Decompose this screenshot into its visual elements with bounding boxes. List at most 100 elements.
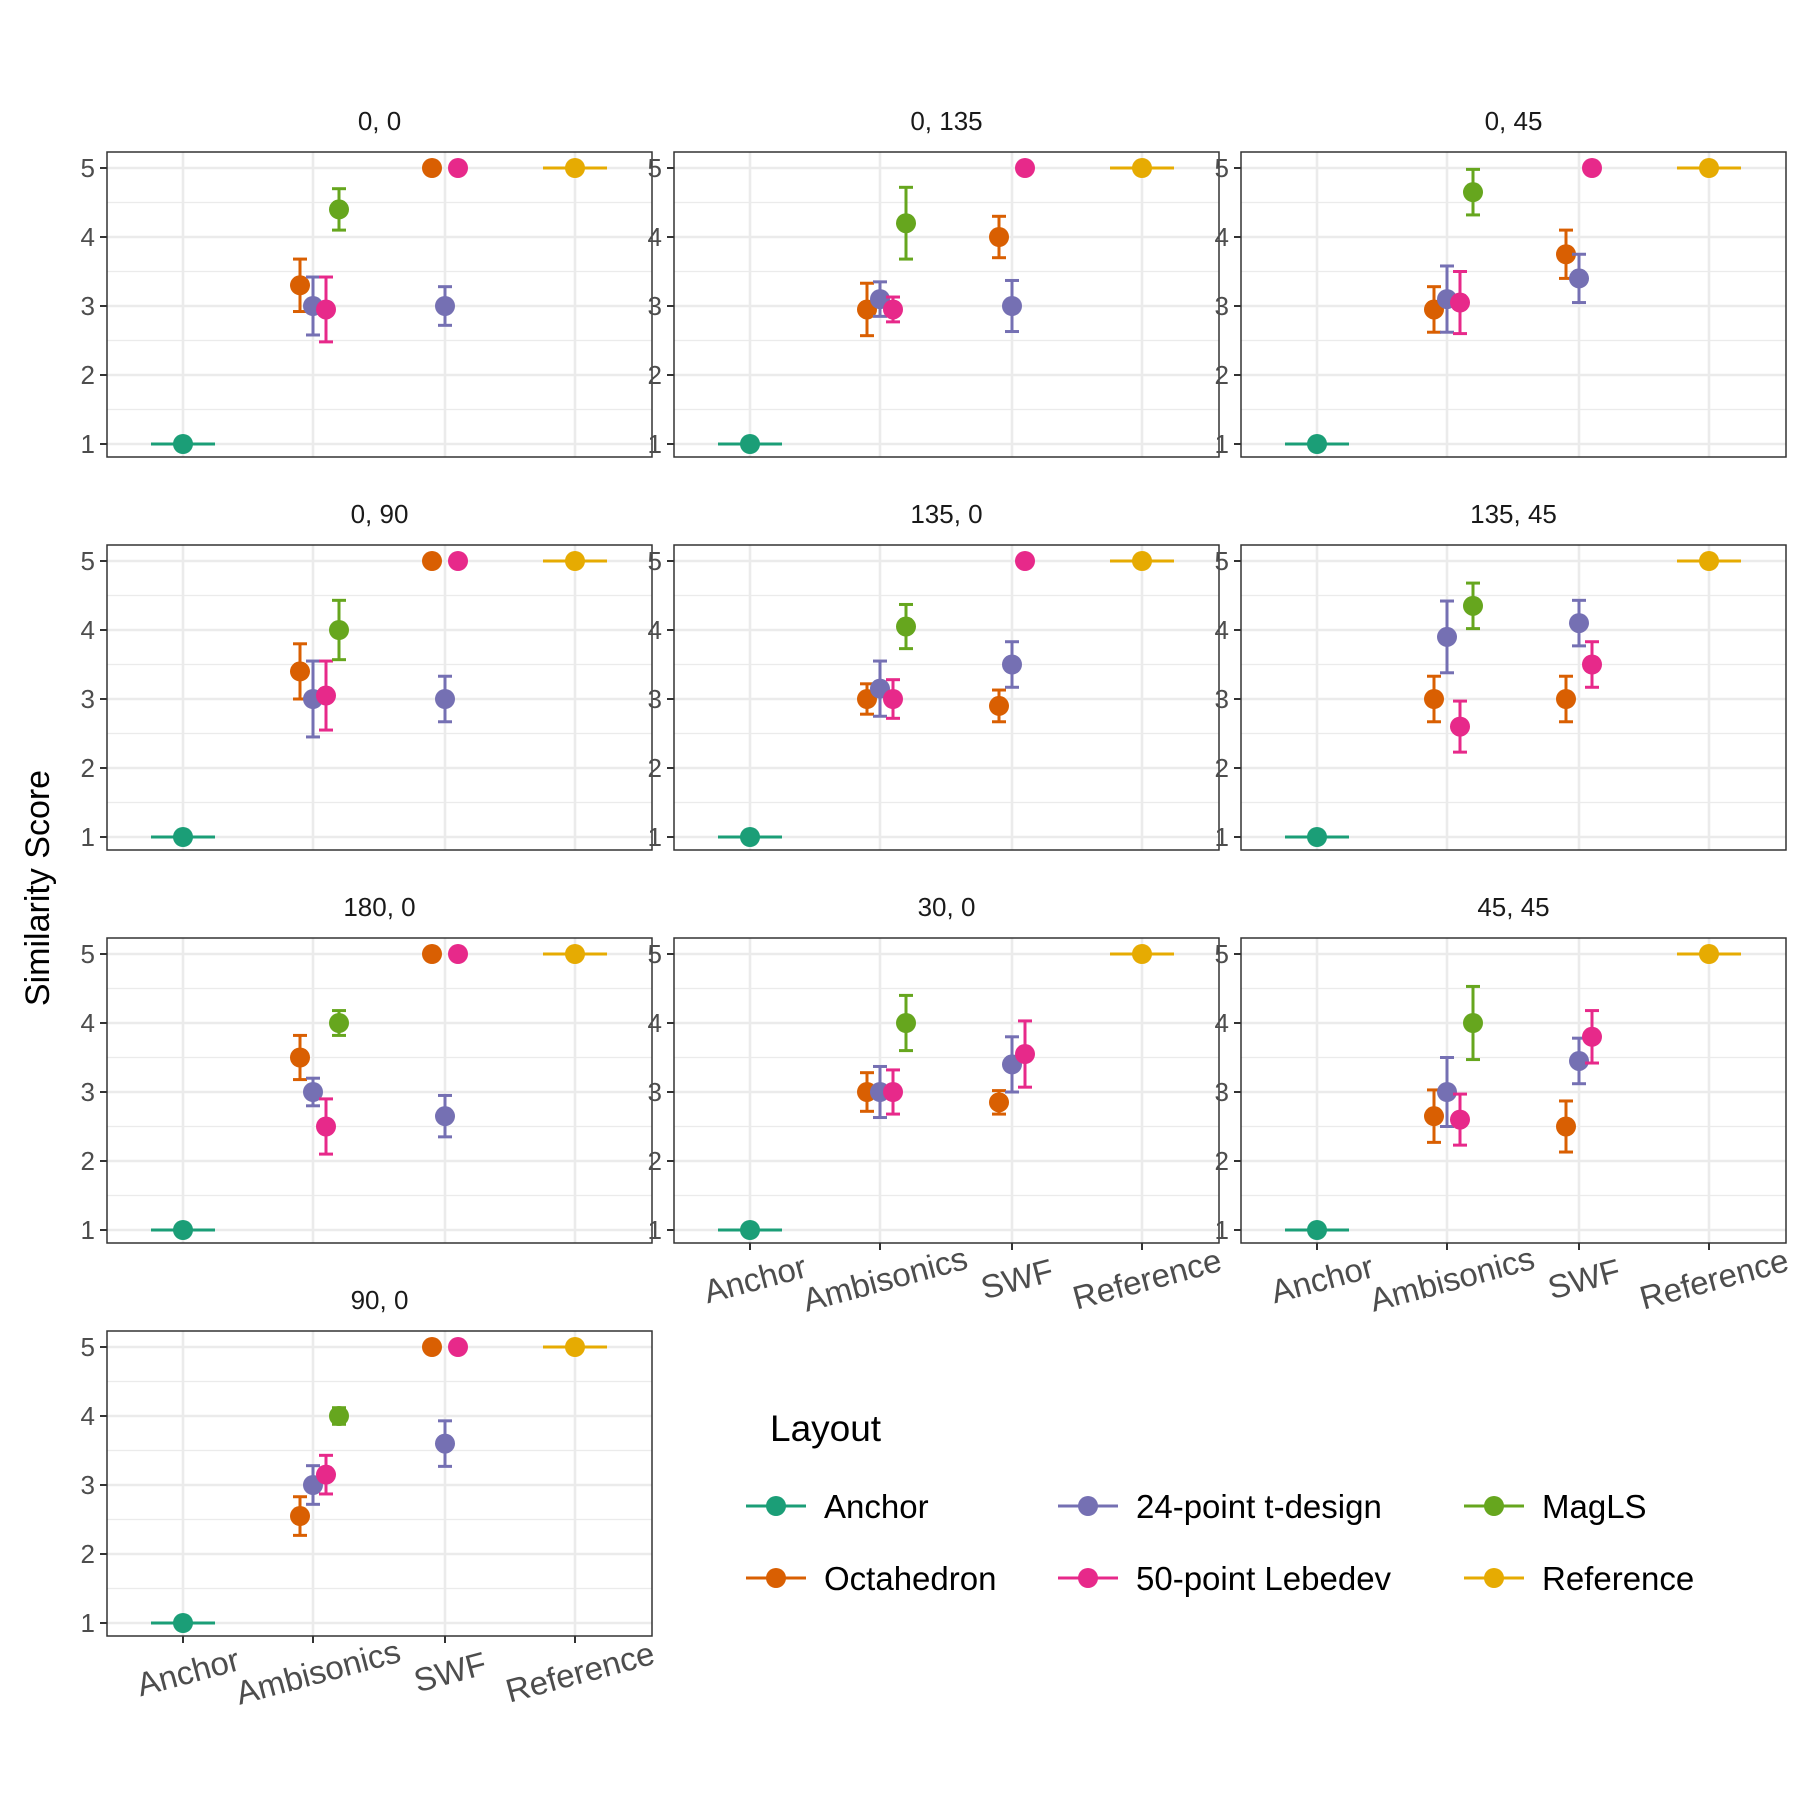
y-tick-label: 5 xyxy=(81,939,95,969)
data-point-group xyxy=(1677,944,1741,964)
x-tick-label: SWF xyxy=(977,1252,1057,1307)
data-point-group xyxy=(448,158,468,178)
y-tick-label: 4 xyxy=(648,615,662,645)
panel-background xyxy=(1241,152,1786,457)
x-tick-label: Ambisonics xyxy=(1366,1239,1539,1318)
data-point-group xyxy=(316,659,336,732)
facet-panel: 0, 90 1 2 3 4 5 xyxy=(81,499,653,852)
legend-key-dot xyxy=(1484,1496,1504,1516)
data-point xyxy=(329,199,349,220)
data-point-group xyxy=(316,1097,336,1156)
data-point-group xyxy=(1582,1009,1602,1065)
y-tick-label: 2 xyxy=(81,1146,95,1176)
y-tick-label: 1 xyxy=(81,822,95,852)
data-point xyxy=(1450,1109,1470,1130)
data-point xyxy=(290,1506,310,1527)
x-tick-label: SWF xyxy=(410,1645,490,1700)
y-tick-label: 1 xyxy=(81,1215,95,1245)
data-point xyxy=(316,685,336,706)
panel-background xyxy=(107,152,652,457)
data-point xyxy=(1132,551,1152,571)
x-tick-label: Ambisonics xyxy=(799,1239,972,1318)
data-point-group xyxy=(989,688,1009,724)
panel-background xyxy=(674,152,1219,457)
panel-border xyxy=(106,544,653,851)
data-point xyxy=(1582,1026,1602,1047)
data-point-group xyxy=(989,1089,1009,1116)
facet-title: 135, 0 xyxy=(910,499,982,529)
legend: Layout Anchor 24-point t-design MagLS Octahe… xyxy=(746,1408,1694,1597)
y-tick-label: 1 xyxy=(648,822,662,852)
data-point xyxy=(1569,268,1589,289)
data-point xyxy=(448,944,468,964)
legend-item: 24-point t-design xyxy=(1058,1488,1382,1525)
data-point-group xyxy=(543,944,607,964)
facet-panel: 135, 45 1 2 3 4 5 xyxy=(1215,499,1787,852)
data-point xyxy=(1424,1106,1444,1127)
data-point xyxy=(448,1337,468,1357)
data-point-group xyxy=(1437,1056,1457,1128)
data-point-group xyxy=(1569,252,1589,305)
data-point xyxy=(316,1464,336,1485)
data-point xyxy=(303,1082,323,1102)
data-point xyxy=(1556,244,1576,265)
x-tick-label: Reference xyxy=(1636,1241,1793,1316)
data-point-group xyxy=(1556,228,1576,280)
legend-item: MagLS xyxy=(1464,1488,1647,1525)
y-tick-label: 1 xyxy=(648,429,662,459)
facet-title: 180, 0 xyxy=(343,892,415,922)
data-point-group xyxy=(422,1337,442,1357)
data-point-group xyxy=(883,1068,903,1116)
data-point xyxy=(1132,944,1152,964)
y-tick-label: 1 xyxy=(1215,822,1229,852)
y-tick-label: 5 xyxy=(81,153,95,183)
data-point xyxy=(173,827,193,847)
data-point-group xyxy=(989,214,1009,260)
data-point-group xyxy=(290,257,310,314)
data-point xyxy=(1699,551,1719,571)
data-point xyxy=(740,827,760,847)
data-point xyxy=(173,1220,193,1240)
y-tick-label: 1 xyxy=(1215,1215,1229,1245)
panel-border xyxy=(106,937,653,1244)
data-point xyxy=(565,1337,585,1357)
data-point-group xyxy=(435,285,455,327)
panel-border xyxy=(106,151,653,458)
data-point xyxy=(1450,716,1470,737)
panel-background xyxy=(1241,938,1786,1243)
data-point xyxy=(422,944,442,964)
legend-title: Layout xyxy=(770,1408,882,1449)
y-tick-label: 4 xyxy=(648,222,662,252)
y-tick-label: 5 xyxy=(1215,153,1229,183)
data-point xyxy=(1307,827,1327,847)
legend-item: Anchor xyxy=(746,1488,929,1525)
data-point xyxy=(422,551,442,571)
data-point xyxy=(1015,158,1035,178)
data-point-group xyxy=(151,827,215,847)
x-tick-label: SWF xyxy=(1544,1252,1624,1307)
y-tick-label: 5 xyxy=(648,546,662,576)
panel-background xyxy=(1241,545,1786,850)
data-point xyxy=(1699,158,1719,178)
panel-border xyxy=(1240,937,1787,1244)
data-point xyxy=(1556,1116,1576,1137)
y-tick-label: 1 xyxy=(648,1215,662,1245)
data-point-group xyxy=(1463,581,1483,631)
data-point-group xyxy=(329,598,349,662)
facet-panel: 0, 0 1 2 3 4 5 xyxy=(81,106,653,459)
data-point xyxy=(565,158,585,178)
data-point-group xyxy=(290,1495,310,1537)
legend-label: 24-point t-design xyxy=(1136,1488,1382,1525)
y-tick-label: 3 xyxy=(1215,291,1229,321)
y-tick-label: 3 xyxy=(1215,684,1229,714)
data-point-group xyxy=(1285,434,1349,454)
data-point-group xyxy=(1110,551,1174,571)
data-point-group xyxy=(718,434,782,454)
panel-border xyxy=(673,544,1220,851)
legend-key-dot xyxy=(1078,1568,1098,1588)
data-point-group xyxy=(329,1009,349,1037)
data-point xyxy=(1437,1082,1457,1102)
panel-background xyxy=(674,545,1219,850)
facet-title: 30, 0 xyxy=(918,892,976,922)
